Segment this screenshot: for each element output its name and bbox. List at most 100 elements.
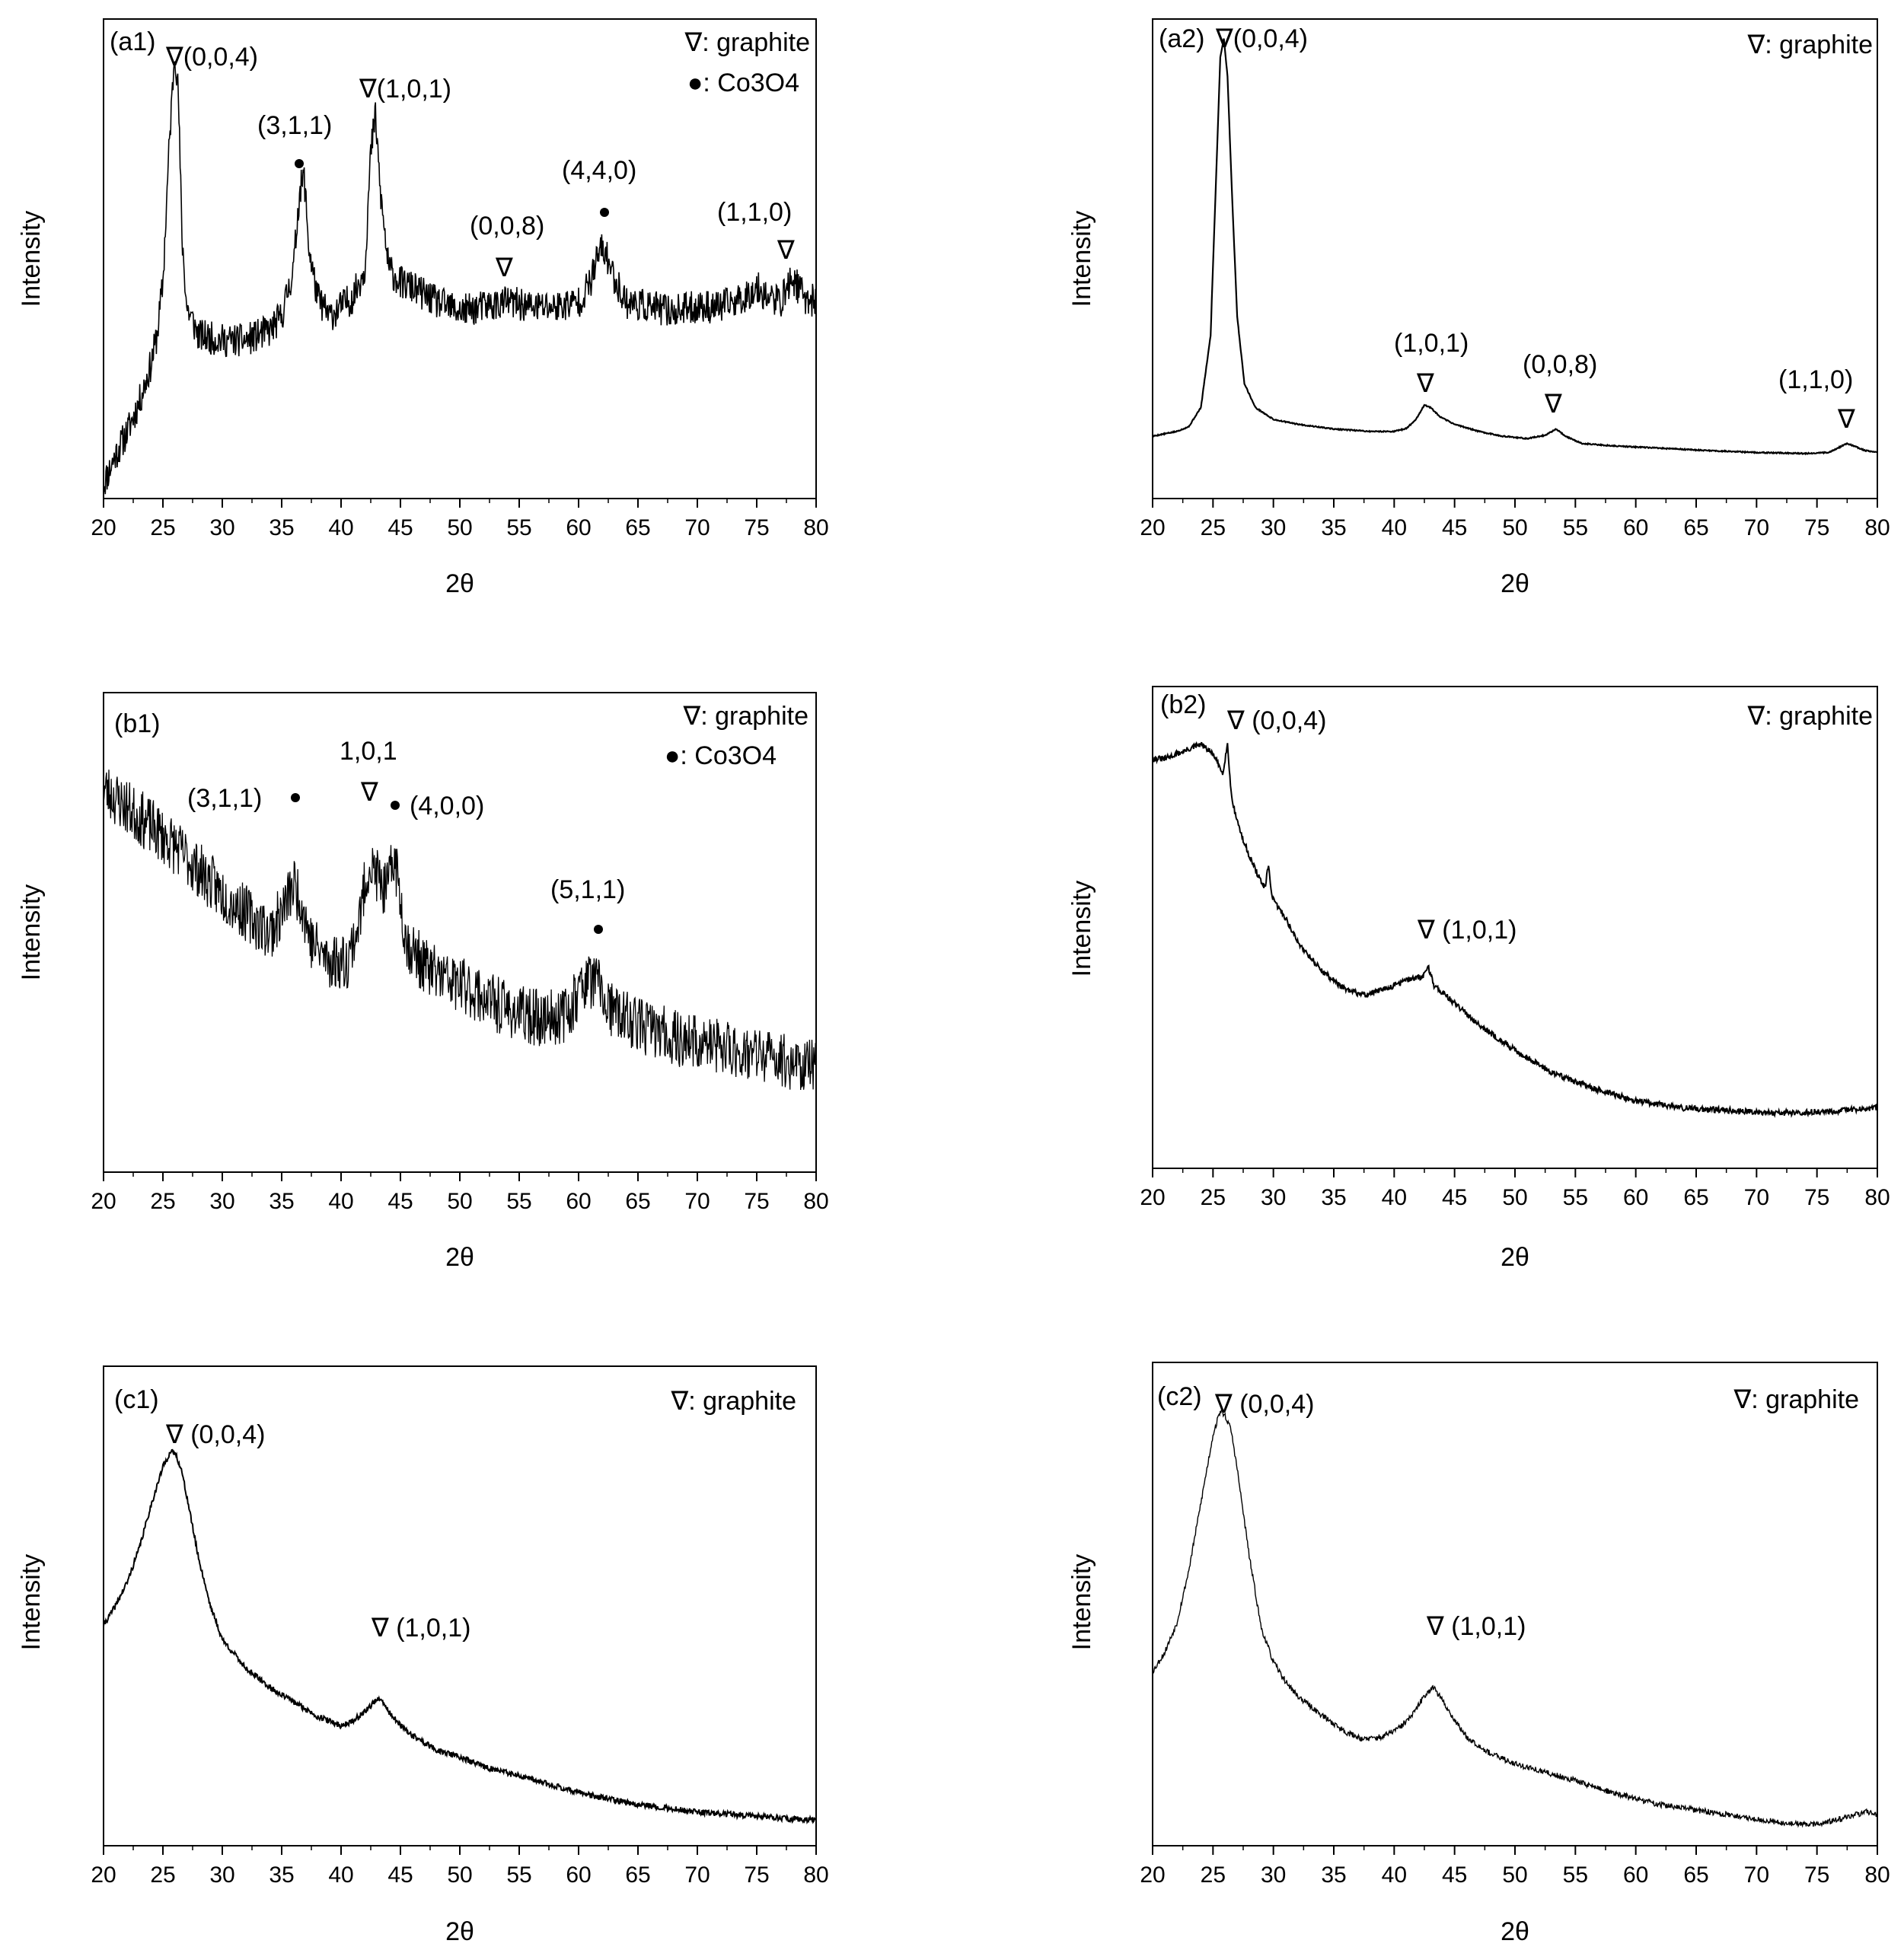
peak-label-a1-311: (3,1,1) (257, 111, 332, 140)
x-axis-b2: 20 25 30 35 40 45 50 55 60 65 70 75 80 (1140, 1168, 1890, 1210)
graphite-marker-a1-110: ∇ (777, 236, 795, 265)
panel-c1: 20 25 30 35 40 45 50 55 60 65 70 75 80 2θ Intensity … (17, 1365, 829, 1946)
x-tick-label-b1-70: 70 (684, 1189, 710, 1214)
x-axis-a2: 20 25 30 35 40 45 50 55 60 65 70 75 80 (1140, 499, 1890, 540)
peak-label-a1-440: (4,4,0) (562, 156, 636, 185)
panel-a2: 20 25 30 35 40 45 50 55 60 65 70 75 80 2θ Intensity … (1067, 18, 1890, 598)
x-tick-label-a2-20: 20 (1140, 515, 1165, 540)
x-tick-label-a2-35: 35 (1321, 515, 1346, 540)
x-tick-label-b2-65: 65 (1683, 1185, 1708, 1210)
x-tick-label-b1-60: 60 (566, 1189, 591, 1214)
x-tick-label-a2-75: 75 (1804, 515, 1829, 540)
x-tick-label-b1-45: 45 (387, 1189, 413, 1214)
x-tick-label-a2-40: 40 (1382, 515, 1407, 540)
x-tick-label-b2-45: 45 (1442, 1185, 1467, 1210)
x-axis-label-a2: 2θ (1501, 569, 1529, 598)
panel-label-c1: (c1) (114, 1385, 159, 1414)
x-tick-label-a1-60: 60 (566, 515, 591, 540)
plot-frame-c2 (1152, 1362, 1878, 1846)
x-tick-label-c1-60: 60 (566, 1862, 591, 1888)
peak-label-a2-101: (1,0,1) (1394, 329, 1469, 358)
x-tick-label-b1-40: 40 (328, 1189, 353, 1214)
x-tick-label-a2-50: 50 (1502, 515, 1527, 540)
xrd-trace-c1 (103, 1448, 817, 1824)
x-tick-label-b1-55: 55 (506, 1189, 531, 1214)
peak-label-b1-311: (3,1,1) (187, 784, 262, 813)
x-tick-label-b2-75: 75 (1804, 1185, 1829, 1210)
x-tick-label-c1-35: 35 (269, 1862, 294, 1888)
graphite-marker-a1-008: ∇ (495, 253, 513, 282)
x-tick-label-c2-40: 40 (1382, 1862, 1407, 1888)
x-tick-label-c1-20: 20 (91, 1862, 116, 1888)
panel-label-b2: (b2) (1160, 690, 1206, 719)
x-tick-label-b2-25: 25 (1201, 1185, 1226, 1210)
x-tick-label-c2-35: 35 (1321, 1862, 1346, 1888)
xrd-trace-b1 (103, 769, 817, 1091)
peak-label-c2-004: ∇ (0,0,4) (1214, 1390, 1314, 1419)
x-tick-label-a1-75: 75 (744, 515, 769, 540)
legend-co3o4-b1: ●: Co3O4 (665, 741, 777, 770)
x-tick-label-b2-35: 35 (1321, 1185, 1346, 1210)
co3o4-marker-b1-400 (391, 801, 400, 810)
x-tick-label-a1-80: 80 (803, 515, 828, 540)
x-tick-label-b1-75: 75 (744, 1189, 769, 1214)
legend-graphite-b1: ∇: graphite (682, 702, 808, 731)
x-tick-label-a2-25: 25 (1201, 515, 1226, 540)
x-axis-label-c2: 2θ (1501, 1917, 1529, 1946)
x-tick-label-a2-60: 60 (1623, 515, 1648, 540)
x-tick-label-c2-30: 30 (1261, 1862, 1286, 1888)
x-tick-label-a1-35: 35 (269, 515, 294, 540)
x-tick-label-a1-25: 25 (150, 515, 175, 540)
peak-label-a2-004: ∇(0,0,4) (1215, 24, 1308, 53)
peak-label-c1-101: ∇ (1,0,1) (371, 1614, 470, 1643)
x-tick-label-a1-45: 45 (387, 515, 413, 540)
x-tick-label-a1-40: 40 (328, 515, 353, 540)
x-tick-label-c1-65: 65 (625, 1862, 650, 1888)
peak-label-a2-110: (1,1,0) (1778, 365, 1853, 394)
panel-b1: 20 25 30 35 40 45 50 55 60 65 70 75 80 2θ Intensity … (17, 692, 829, 1272)
x-tick-label-c2-80: 80 (1864, 1862, 1890, 1888)
y-axis-label-c2: Intensity (1067, 1554, 1096, 1651)
y-axis-label-b2: Intensity (1067, 881, 1096, 977)
x-tick-label-b2-55: 55 (1563, 1185, 1588, 1210)
graphite-marker-a2-110: ∇ (1837, 405, 1855, 434)
x-tick-label-c2-55: 55 (1563, 1862, 1588, 1888)
x-tick-label-b2-50: 50 (1502, 1185, 1527, 1210)
legend-graphite-c1: ∇: graphite (670, 1387, 796, 1416)
x-tick-label-c1-45: 45 (387, 1862, 413, 1888)
x-tick-label-c1-40: 40 (328, 1862, 353, 1888)
co3o4-marker-b1-511 (594, 925, 603, 934)
x-tick-label-c2-65: 65 (1683, 1862, 1708, 1888)
peak-label-c1-004: ∇ (0,0,4) (165, 1420, 265, 1449)
x-tick-label-c1-50: 50 (447, 1862, 472, 1888)
x-tick-label-c1-55: 55 (506, 1862, 531, 1888)
x-tick-label-a1-70: 70 (684, 515, 710, 540)
xrd-trace-b2 (1152, 741, 1878, 1118)
x-tick-label-c2-45: 45 (1442, 1862, 1467, 1888)
x-tick-label-b1-25: 25 (150, 1189, 175, 1214)
x-tick-label-b2-70: 70 (1744, 1185, 1769, 1210)
x-tick-label-b2-20: 20 (1140, 1185, 1165, 1210)
legend-graphite-b2: ∇: graphite (1746, 702, 1873, 731)
peak-label-a1-004: ∇(0,0,4) (165, 43, 258, 72)
panel-a1: 20 25 30 35 40 45 50 55 60 65 70 75 80 2θ Intensity … (17, 18, 829, 598)
graphite-marker-a2-101: ∇ (1416, 369, 1434, 398)
x-tick-label-c2-70: 70 (1744, 1862, 1769, 1888)
x-tick-label-c1-25: 25 (150, 1862, 175, 1888)
x-tick-label-b2-30: 30 (1261, 1185, 1286, 1210)
legend-graphite-c2: ∇: graphite (1733, 1385, 1859, 1414)
x-tick-label-b1-50: 50 (447, 1189, 472, 1214)
x-tick-label-a2-55: 55 (1563, 515, 1588, 540)
x-tick-label-a1-65: 65 (625, 515, 650, 540)
y-axis-label-a1: Intensity (17, 211, 46, 307)
peak-label-b2-004: ∇ (0,0,4) (1226, 706, 1326, 735)
panel-label-a2: (a2) (1159, 24, 1204, 53)
x-tick-label-c2-60: 60 (1623, 1862, 1648, 1888)
x-tick-label-c2-75: 75 (1804, 1862, 1829, 1888)
peak-label-a1-110: (1,1,0) (717, 198, 792, 227)
x-tick-label-b1-80: 80 (803, 1189, 828, 1214)
co3o4-marker-a1-311 (295, 159, 304, 168)
x-tick-label-b2-80: 80 (1864, 1185, 1890, 1210)
x-tick-label-a2-30: 30 (1261, 515, 1286, 540)
peak-label-b1-101: 1,0,1 (340, 737, 397, 766)
